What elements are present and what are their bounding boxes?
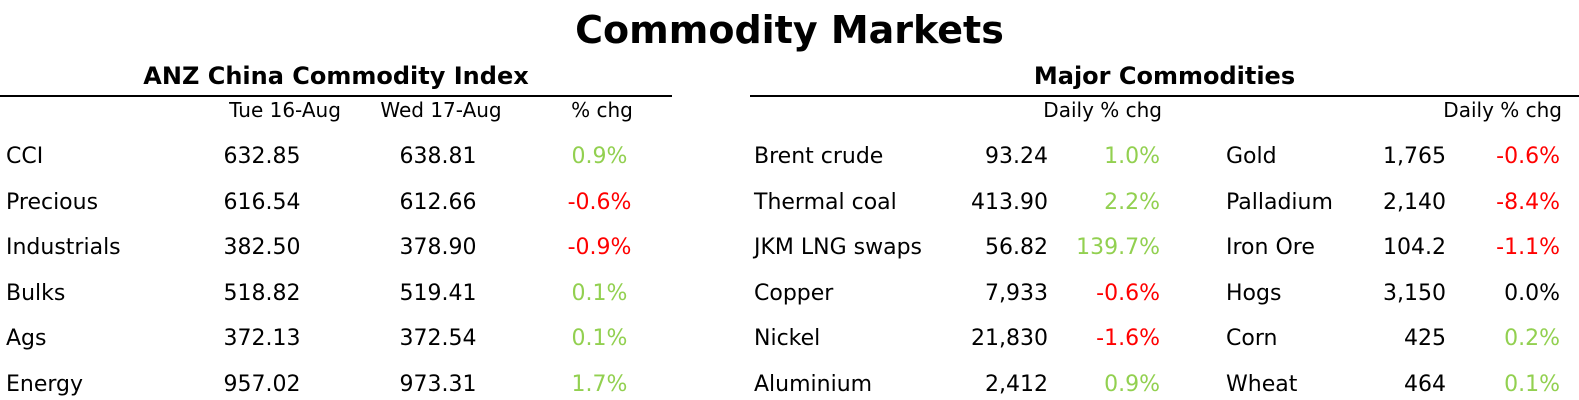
- major-right-row-value: 1,765: [1383, 144, 1446, 169]
- major-left-row-chg: 139.7%: [1076, 235, 1160, 260]
- major-left-header-chg: Daily % chg: [1043, 98, 1162, 122]
- major-left-row-value: 93.24: [985, 144, 1048, 169]
- anz-row-value-tue: 372.13: [223, 326, 301, 351]
- major-right-row-value: 425: [1404, 326, 1446, 351]
- major-commodities-rule: [750, 95, 1579, 97]
- major-right-row-name: Corn: [1226, 326, 1278, 351]
- major-commodities-title: Major Commodities: [1033, 62, 1296, 90]
- major-left-row-value: 21,830: [971, 326, 1048, 351]
- major-left-row-chg: 1.0%: [1104, 144, 1160, 169]
- major-right-row-name: Hogs: [1226, 280, 1282, 306]
- major-right-row-value: 2,140: [1383, 189, 1446, 215]
- anz-col-header-tue: Tue 16-Aug: [229, 98, 341, 122]
- anz-row-value-wed: 519.41: [399, 280, 477, 306]
- page-title: Commodity Markets: [575, 8, 1004, 52]
- anz-row-name: Precious: [6, 189, 99, 215]
- anz-row-value-wed: 372.54: [399, 326, 477, 351]
- anz-row-name: CCI: [6, 144, 44, 169]
- anz-row-value-tue: 518.82: [223, 280, 301, 306]
- major-left-row-value: 413.90: [971, 189, 1048, 215]
- anz-index-rule: [0, 95, 672, 97]
- anz-row-chg: 0.1%: [571, 326, 628, 351]
- anz-row-value-tue: 957.02: [223, 371, 301, 397]
- major-right-row-value: 3,150: [1383, 280, 1446, 306]
- anz-row-chg: -0.9%: [567, 235, 632, 260]
- major-right-row-chg: 0.0%: [1504, 280, 1560, 306]
- major-left-row-name: Aluminium: [754, 371, 873, 397]
- major-left-row-name: Brent crude: [754, 144, 884, 169]
- major-right-row-chg: -8.4%: [1496, 189, 1560, 215]
- major-left-row-value: 2,412: [985, 371, 1048, 397]
- anz-row-value-tue: 616.54: [223, 189, 301, 215]
- anz-row-chg: 0.9%: [571, 144, 628, 169]
- major-right-row-chg: -1.1%: [1496, 235, 1560, 260]
- major-right-row-value: 104.2: [1383, 235, 1446, 260]
- major-left-row-chg: 0.9%: [1104, 371, 1160, 397]
- anz-row-chg: 0.1%: [571, 280, 628, 306]
- major-left-row-chg: -1.6%: [1096, 326, 1160, 351]
- anz-index-title: ANZ China Commodity Index: [143, 62, 529, 90]
- major-left-row-name: Thermal coal: [754, 189, 897, 215]
- major-right-row-chg: 0.2%: [1504, 326, 1560, 351]
- anz-row-value-tue: 632.85: [223, 144, 301, 169]
- major-right-row-name: Wheat: [1226, 371, 1298, 397]
- anz-row-value-wed: 378.90: [399, 235, 477, 260]
- anz-row-name: Industrials: [6, 235, 121, 260]
- major-left-row-name: Copper: [754, 280, 834, 306]
- major-right-row-chg: -0.6%: [1496, 144, 1560, 169]
- anz-col-header-chg: % chg: [571, 98, 633, 122]
- anz-row-value-wed: 638.81: [399, 144, 477, 169]
- major-right-row-chg: 0.1%: [1504, 371, 1560, 397]
- major-right-row-name: Gold: [1226, 144, 1277, 169]
- anz-row-value-wed: 612.66: [399, 189, 477, 215]
- anz-row-name: Ags: [6, 326, 47, 351]
- major-left-row-chg: -0.6%: [1096, 280, 1160, 306]
- major-left-row-name: JKM LNG swaps: [754, 235, 923, 260]
- anz-col-header-wed: Wed 17-Aug: [380, 98, 502, 122]
- major-right-row-name: Iron Ore: [1226, 235, 1315, 260]
- anz-row-name: Bulks: [6, 280, 66, 306]
- anz-row-value-tue: 382.50: [223, 235, 301, 260]
- major-right-row-value: 464: [1404, 371, 1446, 397]
- major-right-header-chg: Daily % chg: [1443, 98, 1562, 122]
- anz-row-chg: -0.6%: [567, 189, 632, 215]
- major-right-row-name: Palladium: [1226, 189, 1333, 215]
- major-left-row-value: 7,933: [985, 280, 1048, 306]
- major-left-row-name: Nickel: [754, 326, 821, 351]
- anz-row-chg: 1.7%: [571, 371, 628, 397]
- major-left-row-chg: 2.2%: [1104, 189, 1160, 215]
- anz-row-value-wed: 973.31: [399, 371, 477, 397]
- anz-row-name: Energy: [6, 371, 84, 397]
- major-left-row-value: 56.82: [985, 235, 1048, 260]
